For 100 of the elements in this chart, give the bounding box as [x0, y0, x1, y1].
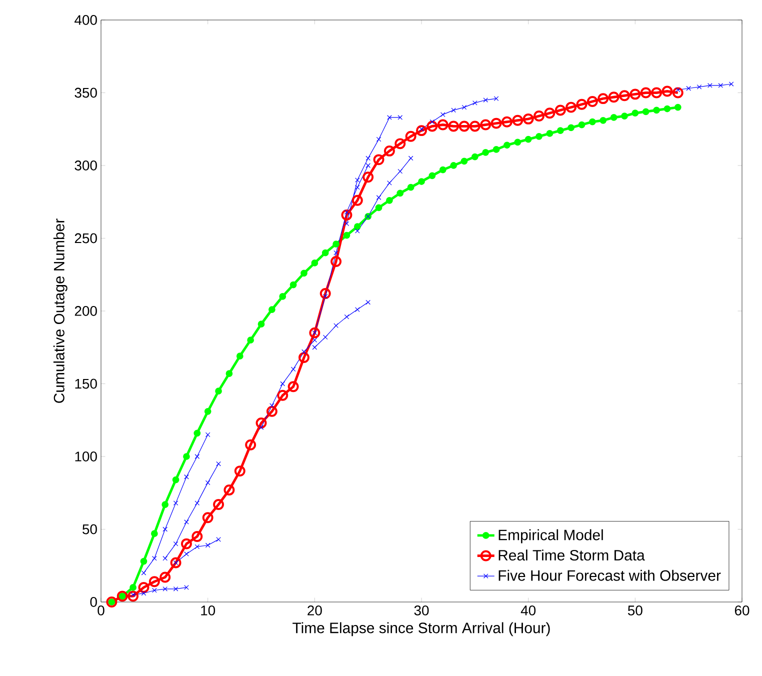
point — [170, 557, 182, 568]
point — [621, 112, 628, 120]
point — [160, 572, 171, 583]
point — [204, 408, 212, 415]
y-tick-label: 300 — [74, 160, 97, 170]
point — [202, 512, 214, 524]
y-tick-label: 0 — [90, 597, 97, 607]
point — [148, 576, 160, 588]
point — [343, 232, 350, 239]
point — [288, 381, 299, 392]
point — [277, 390, 288, 401]
point — [298, 352, 310, 364]
point — [448, 120, 460, 132]
point — [352, 194, 363, 206]
point — [416, 125, 427, 136]
point — [480, 119, 492, 130]
x-tick-label: 10 — [201, 606, 216, 616]
point — [426, 120, 438, 132]
point — [268, 306, 276, 313]
point — [512, 114, 524, 126]
point — [524, 136, 532, 143]
point — [664, 105, 671, 112]
point — [266, 406, 278, 417]
point — [662, 86, 673, 97]
point — [554, 104, 566, 116]
point — [172, 476, 180, 484]
point — [546, 130, 554, 137]
point — [290, 281, 297, 288]
point — [630, 88, 641, 100]
y-tick-label: 400 — [74, 15, 97, 25]
y-tick-label: 100 — [75, 452, 97, 462]
y-tick-label: 250 — [74, 233, 97, 244]
x-tick-label: 50 — [628, 606, 642, 616]
point — [492, 146, 500, 153]
y-tick-label: 350 — [74, 88, 97, 98]
point — [490, 118, 502, 129]
point — [469, 120, 480, 132]
point — [234, 466, 246, 477]
x-tick-label: 20 — [308, 606, 322, 616]
point — [309, 327, 320, 338]
point — [405, 130, 416, 142]
point — [236, 352, 244, 360]
point — [556, 127, 564, 134]
point — [322, 249, 329, 256]
point — [256, 418, 267, 429]
point — [501, 116, 512, 128]
legend-label: Empirical Model — [498, 529, 603, 544]
point — [332, 240, 340, 248]
point — [394, 138, 406, 150]
x-axis-title: Time Elapse since Storm Arrival (Hour) — [292, 622, 550, 636]
point — [632, 110, 639, 117]
point — [514, 138, 522, 146]
y-tick-label: 200 — [74, 306, 97, 316]
point — [384, 145, 395, 156]
point — [213, 499, 224, 510]
point — [610, 114, 618, 121]
point — [130, 584, 136, 591]
point — [354, 223, 361, 230]
x-tick-label: 30 — [414, 606, 429, 616]
point — [458, 120, 470, 132]
point — [128, 590, 139, 602]
point — [226, 370, 233, 378]
point — [460, 158, 468, 165]
point — [522, 113, 534, 124]
point — [407, 184, 414, 191]
point — [651, 87, 662, 98]
point — [439, 166, 446, 174]
point — [672, 87, 684, 98]
point — [386, 196, 393, 204]
point — [245, 439, 256, 450]
point — [471, 153, 478, 160]
point — [418, 178, 425, 185]
point — [330, 256, 342, 268]
y-tick-label: 150 — [75, 378, 97, 389]
point — [600, 116, 607, 124]
point — [534, 110, 544, 122]
point — [428, 172, 436, 180]
point — [224, 484, 235, 496]
y-tick-label: 50 — [82, 524, 97, 534]
point — [544, 108, 556, 119]
point — [362, 172, 374, 183]
point — [320, 288, 331, 300]
x-tick-label: 60 — [734, 606, 750, 616]
point — [576, 98, 588, 110]
point — [674, 104, 682, 111]
y-axis-title: Cumulative Outage Number — [53, 218, 68, 403]
point — [375, 204, 382, 212]
point — [192, 531, 203, 542]
point — [180, 538, 192, 550]
point — [536, 132, 542, 140]
point — [586, 96, 598, 107]
point — [482, 148, 490, 156]
point — [341, 209, 352, 220]
point — [279, 293, 286, 300]
legend-label: Five Hour Forecast with Observer — [498, 570, 721, 581]
point — [619, 90, 630, 102]
point — [578, 121, 586, 128]
point — [588, 118, 596, 126]
point — [311, 260, 318, 266]
point — [140, 558, 148, 565]
